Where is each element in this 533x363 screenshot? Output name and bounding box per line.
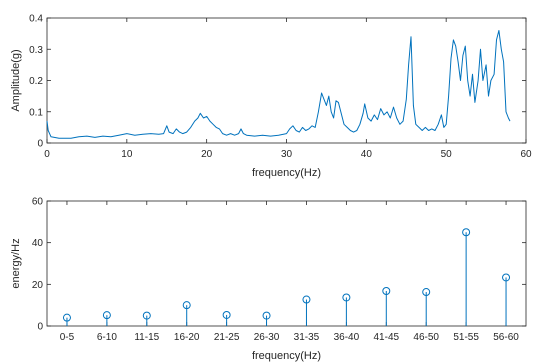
energy-x-tick-label: 0-5 (60, 332, 75, 343)
energy-stem-marker (262, 311, 271, 320)
energy-x-tick-label: 26-30 (254, 332, 280, 343)
amplitude-y-tick-label: 0.3 (29, 45, 43, 56)
amplitude-plot-area (46, 17, 527, 144)
amplitude-y-tick-label: 0.4 (29, 14, 43, 25)
energy-y-tick-label: 60 (32, 197, 44, 208)
amplitude-x-tick-label: 20 (201, 149, 213, 160)
energy-x-tick-label: 31-35 (294, 332, 320, 343)
energy-x-axis-label: frequency(Hz) (252, 350, 321, 362)
amplitude-y-tick-label: 0 (37, 139, 43, 150)
energy-stem-marker (302, 295, 311, 304)
energy-x-tick-label: 6-10 (97, 332, 117, 343)
energy-x-tick-label: 16-20 (174, 332, 200, 343)
energy-y-axis-label: energy/Hz (10, 238, 22, 288)
amplitude-x-tick-label: 60 (520, 149, 532, 160)
energy-x-tick-label: 51-55 (453, 332, 479, 343)
amplitude-x-tick-label: 50 (441, 149, 453, 160)
amplitude-x-axis-label: frequency(Hz) (252, 167, 321, 179)
energy-stem-marker (382, 287, 391, 295)
energy-x-tick-label: 36-40 (334, 332, 360, 343)
energy-stem-marker (342, 293, 351, 302)
amplitude-y-tick-label: 0.2 (29, 76, 43, 87)
energy-x-tick-label: 41-45 (374, 332, 400, 343)
amplitude-ticks: 0 10 20 30 40 50 60 0 0.1 0.2 0.3 0.4 (29, 14, 532, 161)
amplitude-series (46, 30, 511, 139)
energy-x-tick-label: 46-50 (413, 332, 439, 343)
energy-stem-marker (502, 273, 511, 282)
amplitude-x-tick-label: 0 (44, 149, 50, 160)
amplitude-x-tick-label: 30 (281, 149, 293, 160)
amplitude-y-axis-label: Amplitude(g) (10, 49, 22, 111)
energy-stem-marker (462, 228, 471, 237)
energy-y-tick-label: 0 (37, 322, 43, 333)
energy-stem-marker (222, 310, 231, 319)
energy-x-tick-label: 56-60 (493, 332, 519, 343)
energy-x-tick-label: 21-25 (214, 332, 240, 343)
energy-stem-marker (142, 311, 151, 320)
amplitude-chart: 0 10 20 30 40 50 60 0 0.1 0.2 0.3 0.4 frequency(Hz)… (10, 14, 532, 180)
amplitude-y-tick-label: 0.1 (29, 107, 43, 118)
energy-y-tick-label: 20 (32, 280, 44, 291)
energy-stem-marker (102, 311, 111, 320)
energy-stem-marker (62, 313, 71, 322)
energy-series (62, 228, 511, 326)
amplitude-x-tick-label: 10 (121, 149, 133, 160)
amplitude-x-tick-label: 40 (361, 149, 373, 160)
energy-plot-area (46, 200, 527, 327)
energy-y-tick-label: 40 (32, 238, 44, 249)
amplitude-line (46, 30, 511, 139)
energy-stem-marker (182, 301, 191, 310)
energy-chart: 0 20 40 60 0-5 6-10 11-15 16-20 21-25 26-30 31-35 3… (10, 197, 527, 362)
energy-x-tick-label: 11-15 (134, 332, 159, 343)
energy-ticks: 0 20 40 60 0-5 6-10 11-15 16-20 21-25 26-30 31-35 3… (32, 197, 526, 343)
energy-stem-marker (422, 288, 431, 297)
